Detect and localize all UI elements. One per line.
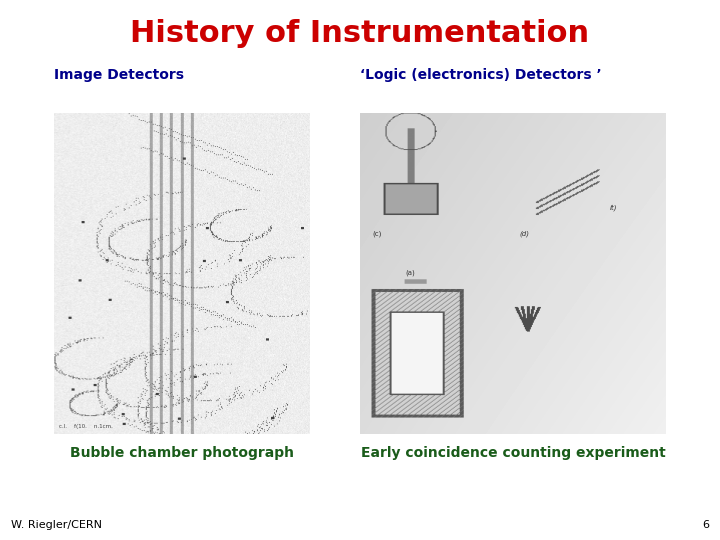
Text: 6: 6 — [702, 520, 709, 530]
Text: Early coincidence counting experiment: Early coincidence counting experiment — [361, 446, 665, 460]
Text: it): it) — [610, 205, 618, 211]
Text: History of Instrumentation: History of Instrumentation — [130, 19, 590, 48]
Text: W. Riegler/CERN: W. Riegler/CERN — [11, 520, 102, 530]
Text: (a): (a) — [405, 269, 415, 275]
Text: Image Detectors: Image Detectors — [54, 68, 184, 82]
Text: (d): (d) — [519, 230, 529, 237]
Text: c.l.    f(10.    n.1cm.: c.l. f(10. n.1cm. — [59, 424, 113, 429]
Text: ‘Logic (electronics) Detectors ’: ‘Logic (electronics) Detectors ’ — [360, 68, 602, 82]
Text: (c): (c) — [372, 230, 382, 237]
Text: Bubble chamber photograph: Bubble chamber photograph — [70, 446, 294, 460]
